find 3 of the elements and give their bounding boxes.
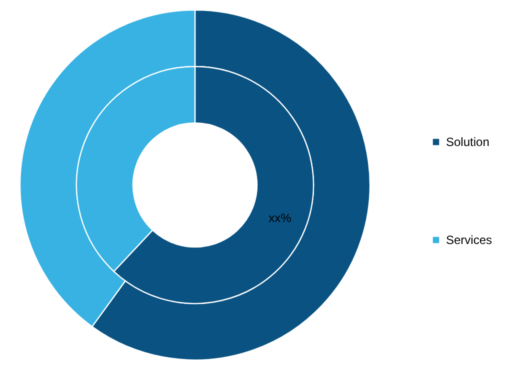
text: xx% (268, 211, 292, 225)
legend-label: Services (446, 233, 492, 247)
legend-label: Solution (446, 135, 490, 149)
